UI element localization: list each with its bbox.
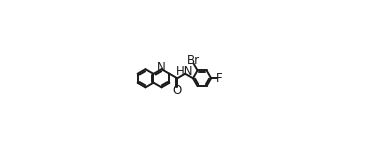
Text: Br: Br xyxy=(187,54,200,67)
Text: N: N xyxy=(157,61,166,74)
Text: F: F xyxy=(216,72,223,85)
Text: HN: HN xyxy=(176,65,193,78)
Text: O: O xyxy=(173,84,182,97)
